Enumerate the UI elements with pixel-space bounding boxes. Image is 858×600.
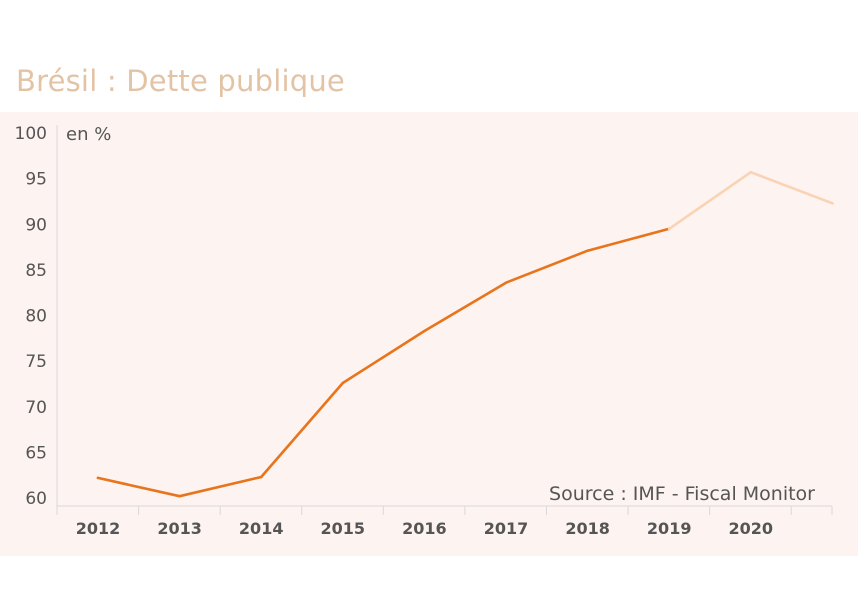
- y-tick-label-100: 100: [15, 124, 47, 144]
- x-axis: 2012 2013 2014 2015 2016 2017 2018 2019 2020: [56, 505, 833, 538]
- y-tick-label-65: 65: [25, 443, 47, 463]
- y-tick-label-85: 85: [25, 261, 47, 281]
- data-point-2017: [504, 281, 508, 284]
- y-tick-label-80: 80: [25, 307, 47, 327]
- y-tick-label-60: 60: [25, 489, 47, 509]
- data-point-2012: [96, 476, 100, 480]
- plot-area: [0, 112, 858, 556]
- x-tick-label-2020: 2020: [729, 519, 774, 538]
- y-tick-label-90: 90: [25, 215, 47, 235]
- source-note: Source : IMF - Fiscal Monitor: [549, 483, 815, 505]
- y-tick-label-70: 70: [25, 398, 47, 418]
- x-tick-label-2017: 2017: [484, 519, 529, 538]
- x-tick-label-2014: 2014: [239, 519, 284, 538]
- x-tick-label-2015: 2015: [321, 519, 366, 538]
- y-tick-label-95: 95: [25, 170, 47, 190]
- data-point-2016: [423, 329, 426, 333]
- data-point-2013: [178, 494, 181, 498]
- data-point-2014: [259, 475, 263, 479]
- x-tick-label-2018: 2018: [565, 519, 610, 538]
- x-tick-label-2016: 2016: [402, 519, 447, 538]
- data-point-2018: [586, 249, 589, 253]
- x-tick-label-2012: 2012: [76, 519, 121, 538]
- series-line-forecast: [667, 170, 834, 231]
- data-point-2021: [831, 201, 834, 205]
- x-tick-label-2013: 2013: [157, 519, 202, 538]
- y-axis: 60 65 70 75 80 85 90 95 100: [15, 124, 58, 509]
- data-point-2019: [667, 227, 671, 231]
- series-lines: [96, 170, 834, 498]
- data-point-2020: [749, 170, 753, 174]
- unit-label: en %: [66, 124, 111, 145]
- chart-title: Brésil : Dette publique: [16, 64, 345, 98]
- series-line-actual: [96, 227, 671, 498]
- data-point-2015: [341, 381, 345, 385]
- y-tick-label-75: 75: [25, 352, 47, 372]
- x-tick-label-2019: 2019: [647, 519, 692, 538]
